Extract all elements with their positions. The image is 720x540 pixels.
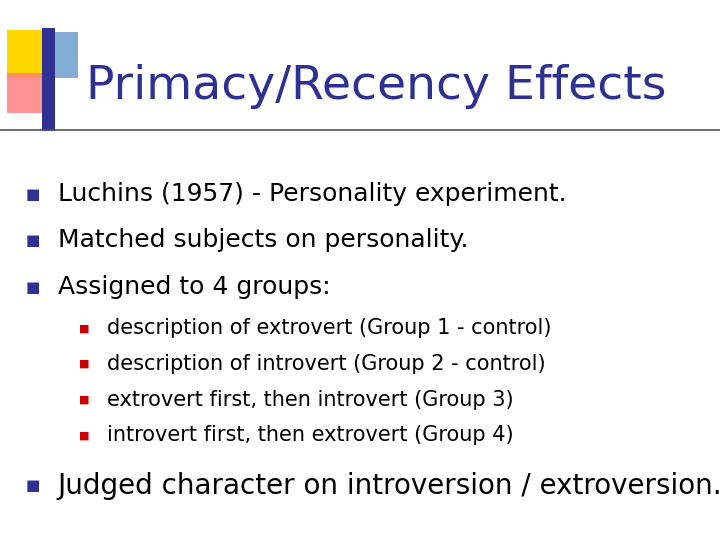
- FancyBboxPatch shape: [7, 73, 47, 113]
- Text: ■: ■: [79, 395, 90, 404]
- Text: description of extrovert (Group 1 - control): description of extrovert (Group 1 - cont…: [107, 318, 551, 339]
- FancyBboxPatch shape: [42, 28, 55, 131]
- Text: extrovert first, then introvert (Group 3): extrovert first, then introvert (Group 3…: [107, 389, 513, 410]
- Text: ■: ■: [25, 280, 40, 295]
- Text: description of introvert (Group 2 - control): description of introvert (Group 2 - cont…: [107, 354, 545, 374]
- Text: ■: ■: [25, 233, 40, 248]
- Text: Assigned to 4 groups:: Assigned to 4 groups:: [58, 275, 330, 299]
- Text: ■: ■: [79, 430, 90, 440]
- Text: Primacy/Recency Effects: Primacy/Recency Effects: [86, 64, 667, 109]
- Text: Matched subjects on personality.: Matched subjects on personality.: [58, 228, 468, 252]
- Text: ■: ■: [25, 478, 40, 494]
- Text: ■: ■: [79, 323, 90, 333]
- Text: introvert first, then extrovert (Group 4): introvert first, then extrovert (Group 4…: [107, 425, 513, 446]
- FancyBboxPatch shape: [7, 30, 50, 78]
- FancyBboxPatch shape: [42, 32, 78, 78]
- Text: ■: ■: [79, 359, 90, 369]
- Text: Luchins (1957) - Personality experiment.: Luchins (1957) - Personality experiment.: [58, 183, 566, 206]
- Text: ■: ■: [25, 187, 40, 202]
- Text: Judged character on introversion / extroversion.: Judged character on introversion / extro…: [58, 472, 720, 500]
